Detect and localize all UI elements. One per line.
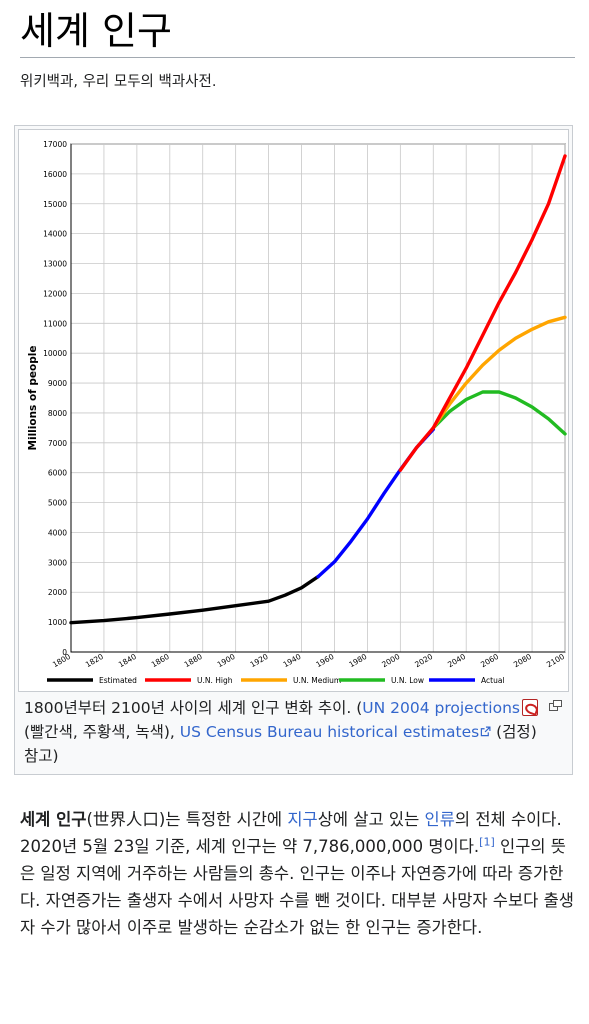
un-projections-link[interactable]: UN 2004 projections [362, 699, 520, 717]
series-line [431, 315, 567, 430]
magnify-icon[interactable] [549, 700, 562, 711]
y-tick-label: 4000 [48, 528, 67, 537]
y-axis-label: Millions of people [27, 346, 39, 451]
legend-label: U.N. High [197, 676, 233, 685]
caption-text: (검정) 참고) [24, 723, 537, 765]
paragraph-text: 의 전체 수이다. 2020년 5월 23일 기준, 세계 인구는 약 7,78… [20, 810, 562, 856]
y-tick-label: 3000 [48, 558, 67, 567]
y-tick-label: 11000 [43, 319, 67, 328]
x-tick-label: 2100 [545, 652, 566, 669]
series-line [398, 154, 567, 472]
reference-link[interactable]: [1] [479, 835, 495, 849]
population-chart: 0 1000 2000 3000 4000 5000 6000 7000 8000 9000 100… [27, 140, 567, 685]
caption-text: (빨간색, 주황색, 녹색), [24, 723, 180, 741]
y-tick-label: 5000 [48, 499, 67, 508]
y-tick-label: 12000 [43, 289, 67, 298]
series-line [431, 390, 567, 436]
external-link-icon [480, 726, 491, 737]
x-tick-label: 2000 [380, 652, 401, 669]
y-tick-label: 9000 [48, 379, 67, 388]
title-divider [20, 57, 575, 58]
chart-image-frame[interactable]: 0 1000 2000 3000 4000 5000 6000 7000 8000 9000 100… [18, 129, 569, 692]
page-title: 세계 인구 [20, 9, 172, 53]
x-tick-label: 1880 [183, 652, 204, 669]
plot-area [70, 143, 566, 653]
intro-paragraph: 세계 인구(世界人口)는 특정한 시간에 지구상에 살고 있는 인류의 전체 수… [20, 806, 580, 941]
y-tick-label: 6000 [48, 469, 67, 478]
y-tick-label: 1000 [48, 618, 67, 627]
legend-label: U.N. Low [391, 676, 424, 685]
x-tick-label: 1860 [150, 652, 171, 669]
x-tick-label: 1920 [249, 652, 270, 669]
x-tick-label: 1980 [347, 652, 368, 669]
earth-link[interactable]: 지구 [287, 810, 318, 829]
x-tick-label: 1900 [216, 652, 237, 669]
census-bureau-link[interactable]: US Census Bureau historical estimates [180, 723, 491, 741]
x-tick-label: 2080 [512, 652, 533, 669]
y-tick-label: 0 [62, 648, 67, 657]
x-tick-label: 1820 [84, 652, 105, 669]
y-tick-label: 2000 [48, 588, 67, 597]
x-tick-label: 1800 [51, 652, 72, 669]
pdf-icon [522, 699, 538, 716]
x-tick-label: 1960 [314, 652, 335, 669]
bold-term: 세계 인구 [20, 810, 87, 829]
reference-superscript: [1] [479, 836, 495, 849]
y-tick-label: 10000 [43, 349, 67, 358]
y-tick-label: 17000 [43, 140, 67, 149]
series-line [69, 575, 320, 625]
legend-label: U.N. Medium [293, 676, 341, 685]
humanity-link[interactable]: 인류 [424, 810, 455, 829]
y-tick-label: 14000 [43, 230, 67, 239]
census-bureau-link-label: US Census Bureau historical estimates [179, 723, 480, 741]
paragraph-text: 인구의 뜻은 일정 지역에 거주하는 사람들의 총수. 인구는 이주나 자연증가… [20, 837, 574, 937]
site-subtitle: 위키백과, 우리 모두의 백과사전. [20, 74, 217, 90]
figure-thumbnail: 0 1000 2000 3000 4000 5000 6000 7000 8000 9000 100… [14, 125, 573, 775]
x-tick-label: 2040 [446, 652, 467, 669]
caption-text: 1800년부터 2100년 사이의 세계 인구 변화 추이. ( [24, 699, 363, 717]
y-tick-label: 7000 [48, 439, 67, 448]
paragraph-text: 상에 살고 있는 [317, 810, 425, 829]
y-tick-label: 15000 [43, 200, 67, 209]
y-tick-label: 16000 [43, 170, 67, 179]
x-tick-label: 1840 [117, 652, 138, 669]
x-tick-label: 2060 [479, 652, 500, 669]
x-tick-label: 2020 [413, 652, 434, 669]
figure-caption: 1800년부터 2100년 사이의 세계 인구 변화 추이. (UN 2004 … [24, 696, 544, 768]
legend-label: Actual [481, 676, 505, 685]
y-tick-label: 8000 [48, 409, 67, 418]
x-tick-label: 1940 [281, 652, 302, 669]
y-tick-label: 13000 [43, 260, 67, 269]
legend-label: Estimated [99, 676, 137, 685]
paragraph-text: (世界人口)는 특정한 시간에 [86, 810, 288, 829]
